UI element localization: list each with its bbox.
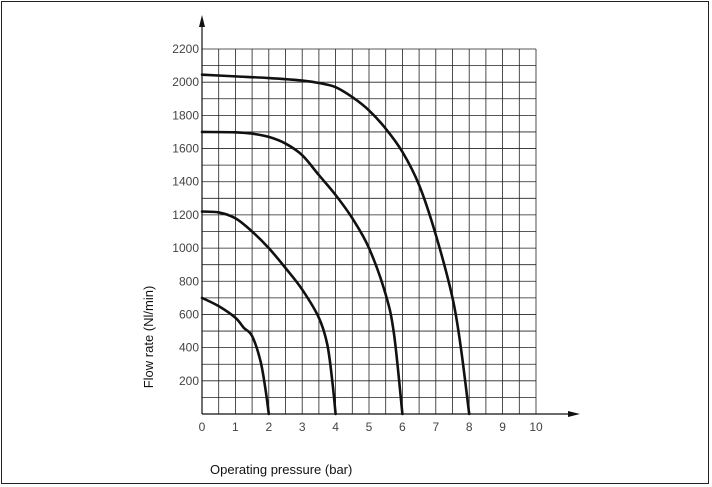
y-tick-label: 1400 [172, 175, 199, 189]
x-tick-label: 10 [529, 420, 543, 434]
y-tick-label: 200 [179, 374, 199, 388]
series-line-2 [200, 210, 337, 416]
x-tick-label: 4 [332, 420, 339, 434]
y-tick-label: 1800 [172, 108, 199, 122]
x-tick-label: 3 [299, 420, 306, 434]
x-tick-label: 6 [399, 420, 406, 434]
grid [201, 48, 537, 415]
x-tick-label: 9 [499, 420, 506, 434]
series-line-4 [200, 73, 471, 416]
y-tick-labels: 200 400 600 800 1000 1200 1400 1600 1800 2000 2200 [172, 42, 199, 388]
y-tick-label: 600 [179, 307, 199, 321]
x-axis-arrow [568, 411, 580, 417]
series-line-1 [200, 296, 271, 416]
axes [199, 15, 580, 417]
x-tick-label: 5 [366, 420, 373, 434]
x-tick-label: 1 [232, 420, 239, 434]
x-tick-label: 2 [265, 420, 272, 434]
y-tick-label: 1200 [172, 208, 199, 222]
y-tick-label: 2200 [172, 42, 199, 56]
y-tick-label: 400 [179, 341, 199, 355]
x-tick-label: 7 [432, 420, 439, 434]
x-tick-label: 8 [466, 420, 473, 434]
y-axis-title: Flow rate (Nl/min) [141, 286, 156, 389]
x-tick-label: 0 [199, 420, 206, 434]
x-tick-labels: 0 1 2 3 4 5 6 7 8 9 10 [199, 420, 543, 434]
y-tick-label: 2000 [172, 75, 199, 89]
y-tick-label: 800 [179, 274, 199, 288]
x-axis-title: Operating pressure (bar) [210, 462, 352, 477]
y-tick-label: 1000 [172, 241, 199, 255]
series-line-3 [200, 130, 404, 416]
series-lines [200, 73, 471, 416]
y-axis-arrow [199, 15, 205, 27]
y-tick-label: 1600 [172, 142, 199, 156]
